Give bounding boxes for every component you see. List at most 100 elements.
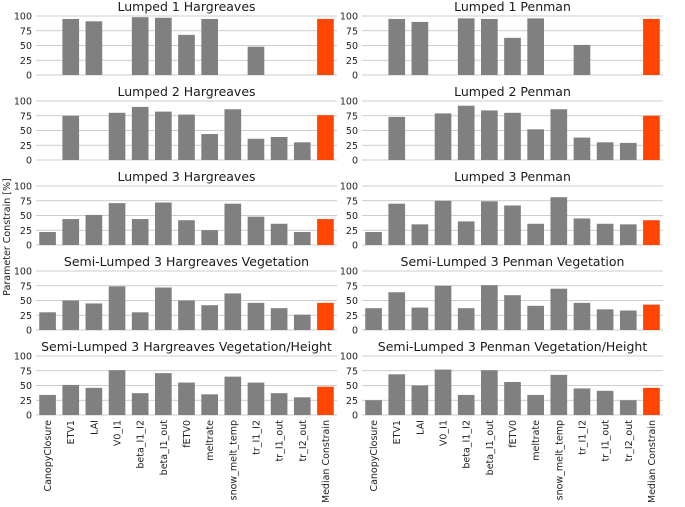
bar-tr_I2_out bbox=[619, 224, 637, 245]
bar-meltrate bbox=[201, 18, 218, 75]
bar-snow_melt_temp bbox=[224, 109, 242, 160]
bar-snow_melt_temp bbox=[550, 197, 568, 245]
y-tick-label: 0 bbox=[352, 71, 358, 82]
bar-tr_I1_I2 bbox=[573, 388, 591, 415]
bar-CanopyClosure bbox=[365, 232, 382, 245]
bar-median-constrain bbox=[317, 18, 334, 75]
y-tick-label: 75 bbox=[346, 281, 358, 292]
y-tick-label: 75 bbox=[346, 366, 358, 377]
x-tick-label: V0_I1 bbox=[113, 420, 124, 446]
bar-fETV0 bbox=[178, 34, 195, 75]
y-tick-label: 25 bbox=[20, 311, 32, 322]
x-tick-label: beta_I1_I2 bbox=[462, 420, 473, 469]
bar-tr_I1_out bbox=[596, 142, 614, 160]
bar-CanopyClosure bbox=[365, 400, 382, 415]
panel-title: Lumped 1 Hargreaves bbox=[117, 0, 255, 14]
y-tick-label: 25 bbox=[346, 311, 358, 322]
panel-4: Lumped 2 Penman 0 25 50 75 100 bbox=[340, 84, 663, 167]
bar-beta_I1_I2 bbox=[131, 393, 149, 415]
bar-snow_melt_temp bbox=[550, 109, 568, 160]
y-tick-label: 0 bbox=[26, 156, 32, 167]
y-tick-label: 100 bbox=[340, 182, 358, 193]
y-tick-label: 75 bbox=[346, 111, 358, 122]
x-tick-label: beta_I1_out bbox=[159, 420, 170, 476]
bar-meltrate bbox=[527, 394, 544, 415]
panel-title: Lumped 1 Penman bbox=[454, 0, 571, 14]
panel-title: Semi-Lumped 3 Penman Vegetation/Height bbox=[378, 339, 648, 354]
panel-2: Lumped 1 Penman 0 25 50 75 100 bbox=[340, 0, 663, 82]
x-tick-label: CanopyClosure bbox=[43, 420, 54, 492]
bar-beta_I1_I2 bbox=[457, 18, 475, 75]
y-tick-label: 0 bbox=[352, 411, 358, 422]
panel-title: Semi-Lumped 3 Penman Vegetation bbox=[401, 254, 625, 269]
y-tick-label: 100 bbox=[14, 182, 32, 193]
bar-median-constrain bbox=[643, 115, 660, 160]
x-tick-label: fETV0 bbox=[182, 420, 193, 448]
panel-title: Semi-Lumped 3 Hargreaves Vegetation/Heig… bbox=[41, 339, 332, 354]
bar-tr_I1_out bbox=[270, 393, 288, 415]
bar-beta_I1_I2 bbox=[131, 106, 149, 160]
y-tick-label: 75 bbox=[20, 26, 32, 37]
bar-beta_I1_out bbox=[155, 202, 172, 245]
bar-meltrate bbox=[527, 223, 544, 245]
y-tick-label: 100 bbox=[14, 12, 32, 23]
bar-LAI bbox=[85, 303, 103, 330]
bar-beta_I1_out bbox=[155, 287, 172, 330]
bar-tr_I1_out bbox=[596, 390, 614, 415]
panel-title: Lumped 3 Hargreaves bbox=[117, 169, 255, 184]
y-tick-label: 75 bbox=[20, 111, 32, 122]
y-tick-label: 0 bbox=[26, 71, 32, 82]
panel-1: Lumped 1 Hargreaves 0 25 50 75 100 bbox=[14, 0, 337, 82]
x-tick-label: ETV1 bbox=[392, 420, 403, 444]
bar-fETV0 bbox=[178, 300, 195, 330]
y-tick-label: 50 bbox=[346, 211, 358, 222]
bar-meltrate bbox=[201, 230, 218, 245]
bar-LAI bbox=[85, 21, 103, 76]
y-tick-label: 75 bbox=[346, 26, 358, 37]
bar-CanopyClosure bbox=[365, 308, 382, 330]
panel-5: Lumped 3 Hargreaves 0 25 50 75 100 bbox=[14, 169, 337, 252]
bar-meltrate bbox=[527, 18, 544, 75]
x-tick-label: V0_I1 bbox=[439, 420, 450, 446]
y-tick-label: 25 bbox=[346, 141, 358, 152]
bar-fETV0 bbox=[178, 114, 195, 160]
bar-meltrate bbox=[527, 129, 544, 160]
bar-beta_I1_I2 bbox=[457, 308, 475, 330]
y-tick-label: 50 bbox=[20, 381, 32, 392]
bar-beta_I1_out bbox=[155, 17, 172, 75]
panel-title: Lumped 3 Penman bbox=[454, 169, 571, 184]
y-tick-label: 0 bbox=[26, 411, 32, 422]
panel-9: Semi-Lumped 3 Hargreaves Vegetation/Heig… bbox=[14, 339, 337, 503]
bar-fETV0 bbox=[504, 205, 521, 245]
x-tick-label: beta_I1_out bbox=[485, 420, 496, 476]
y-tick-label: 50 bbox=[346, 296, 358, 307]
panel-6: Lumped 3 Penman 0 25 50 75 100 bbox=[340, 169, 663, 252]
x-tick-label: meltrate bbox=[531, 420, 542, 461]
bar-tr_I1_I2 bbox=[573, 218, 591, 245]
bar-tr_I1_I2 bbox=[573, 137, 591, 160]
bar-snow_melt_temp bbox=[224, 203, 242, 245]
bar-tr_I2_out bbox=[619, 400, 637, 415]
bar-meltrate bbox=[201, 305, 218, 330]
bar-fETV0 bbox=[504, 112, 521, 160]
y-tick-label: 25 bbox=[20, 141, 32, 152]
y-tick-label: 100 bbox=[340, 97, 358, 108]
x-tick-label: CanopyClosure bbox=[369, 420, 380, 492]
bar-CanopyClosure bbox=[39, 312, 56, 330]
bar-median-constrain bbox=[643, 304, 660, 330]
x-tick-label: snow_melt_temp bbox=[554, 420, 565, 500]
bar-beta_I1_out bbox=[481, 18, 498, 75]
y-tick-label: 100 bbox=[340, 352, 358, 363]
bar-V0_I1 bbox=[108, 112, 126, 160]
y-tick-label: 100 bbox=[14, 267, 32, 278]
bar-V0_I1 bbox=[434, 285, 452, 330]
bar-ETV1 bbox=[388, 203, 406, 245]
x-tick-label: beta_I1_I2 bbox=[136, 420, 147, 469]
bar-ETV1 bbox=[388, 116, 406, 160]
panel-title: Lumped 2 Hargreaves bbox=[117, 84, 255, 99]
bar-tr_I1_I2 bbox=[247, 216, 265, 245]
x-tick-label: tr_I2_out bbox=[298, 420, 309, 462]
bar-ETV1 bbox=[62, 384, 80, 415]
